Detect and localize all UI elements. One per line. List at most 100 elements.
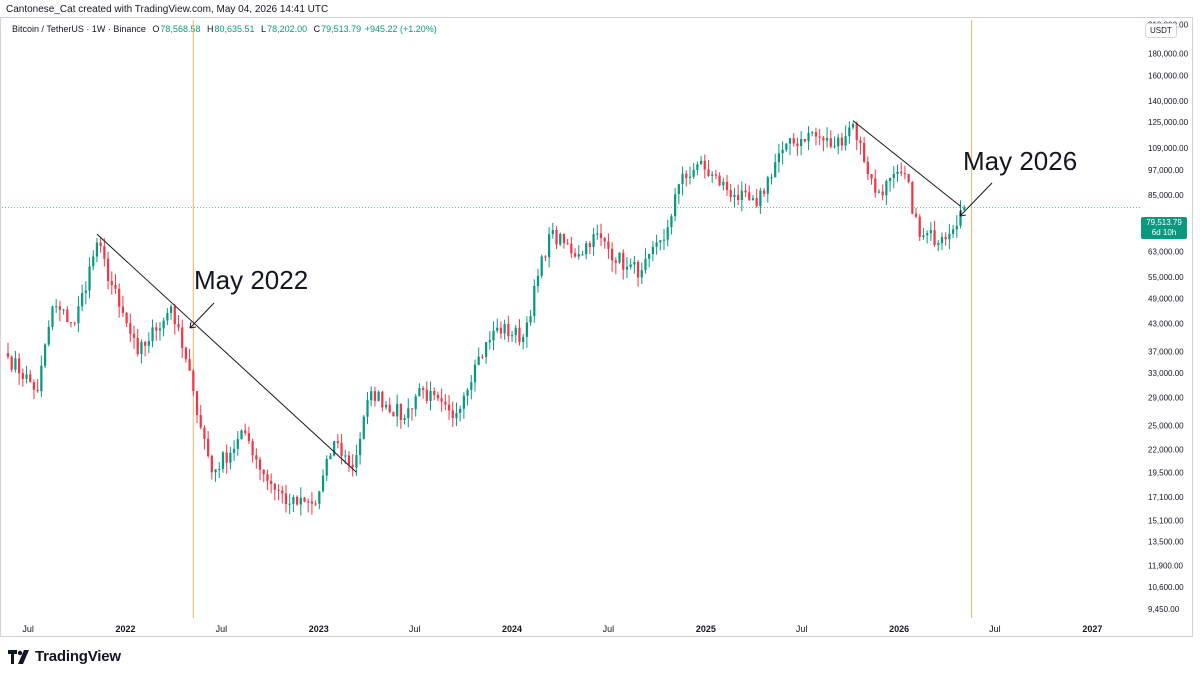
candle-body: [14, 358, 17, 370]
tradingview-logo[interactable]: TradingView: [8, 648, 121, 665]
candle: [877, 189, 881, 194]
candle: [573, 248, 577, 258]
candle-body: [373, 391, 377, 401]
candle: [355, 444, 358, 476]
candle-body: [940, 236, 944, 244]
candle-body: [462, 395, 465, 409]
candle: [814, 127, 818, 146]
candle: [725, 174, 729, 196]
candle: [362, 414, 365, 440]
candle-body: [788, 138, 792, 144]
candle: [392, 411, 395, 417]
candle: [192, 369, 195, 396]
candle-body: [922, 235, 925, 237]
candle-body: [870, 174, 873, 179]
annotation-arrow-head: [959, 209, 967, 217]
candle-body: [818, 136, 821, 138]
annotations: May 2022 May 2026: [189, 146, 1077, 329]
candle-body: [433, 391, 436, 395]
candle-body: [125, 312, 128, 324]
high-label: H: [206, 24, 214, 34]
candle: [184, 346, 188, 363]
candle-body: [344, 455, 347, 457]
candle: [284, 484, 288, 513]
candle: [740, 181, 743, 212]
candle-body: [314, 503, 317, 505]
candle: [507, 315, 510, 343]
candle-body: [84, 290, 87, 294]
candle-body: [62, 309, 65, 311]
candle: [25, 365, 28, 384]
candle-body: [748, 192, 751, 201]
candle: [603, 236, 606, 249]
candle: [766, 175, 769, 203]
candle: [321, 469, 325, 493]
candle-body: [273, 483, 276, 490]
candle: [570, 236, 573, 258]
candles: [6, 121, 966, 516]
candle: [655, 234, 658, 255]
candle-body: [188, 359, 191, 371]
candle-body: [110, 281, 113, 285]
candle: [51, 305, 54, 331]
candle-body: [218, 468, 221, 470]
candle: [859, 136, 862, 155]
candle-body: [414, 396, 417, 410]
candle-body: [88, 266, 91, 291]
candle: [396, 394, 399, 427]
candle: [651, 241, 655, 262]
candle-body: [355, 455, 358, 468]
candle-body: [459, 408, 462, 414]
candle-body: [214, 469, 217, 473]
candle-body: [963, 207, 966, 210]
time-tick-label: Jul: [22, 624, 34, 634]
price-tick-label: 17,100.00: [1148, 493, 1184, 502]
candle: [299, 487, 302, 516]
currency-unit-button[interactable]: USDT: [1145, 23, 1177, 38]
candle: [911, 181, 914, 215]
chart-credit: Cantonese_Cat created with TradingView.c…: [6, 4, 329, 15]
candle-body: [340, 442, 343, 456]
low-value: 78,202.00: [267, 24, 308, 34]
candle: [888, 177, 892, 192]
candle-body: [885, 181, 888, 196]
candle-body: [514, 327, 517, 336]
candle: [818, 128, 821, 145]
candle-body: [292, 497, 295, 504]
candle-body: [581, 254, 584, 256]
price-tick-label: 85,000.00: [1148, 191, 1184, 200]
candle-body: [221, 452, 225, 469]
candle-body: [162, 320, 165, 329]
candle-body: [525, 322, 528, 337]
candle: [173, 303, 176, 335]
candle-body: [177, 324, 180, 328]
candle-body: [488, 340, 491, 343]
price-tick-label: 43,000.00: [1148, 319, 1184, 328]
candle-body: [774, 162, 777, 178]
candle: [484, 341, 488, 364]
candle-body: [544, 256, 547, 258]
candle: [73, 321, 76, 326]
candle-body: [81, 293, 84, 307]
candle: [370, 386, 373, 407]
candle: [55, 299, 58, 313]
time-tick-label: 2027: [1082, 624, 1102, 634]
candle: [303, 497, 306, 503]
candle-body: [859, 140, 862, 143]
candle-body: [822, 137, 825, 141]
candle: [722, 177, 725, 191]
candle-body: [536, 275, 540, 287]
candle: [225, 444, 228, 474]
candle: [585, 240, 588, 260]
candle-body: [566, 243, 569, 245]
candle: [581, 250, 584, 256]
candle: [588, 240, 592, 254]
candle: [577, 245, 580, 260]
candle-body: [184, 347, 188, 360]
candle-body: [948, 233, 951, 240]
candle-body: [207, 438, 210, 456]
candle: [718, 172, 721, 187]
symbol-name[interactable]: Bitcoin / TetherUS · 1W · Binance: [12, 24, 146, 34]
candle-body: [140, 342, 143, 355]
